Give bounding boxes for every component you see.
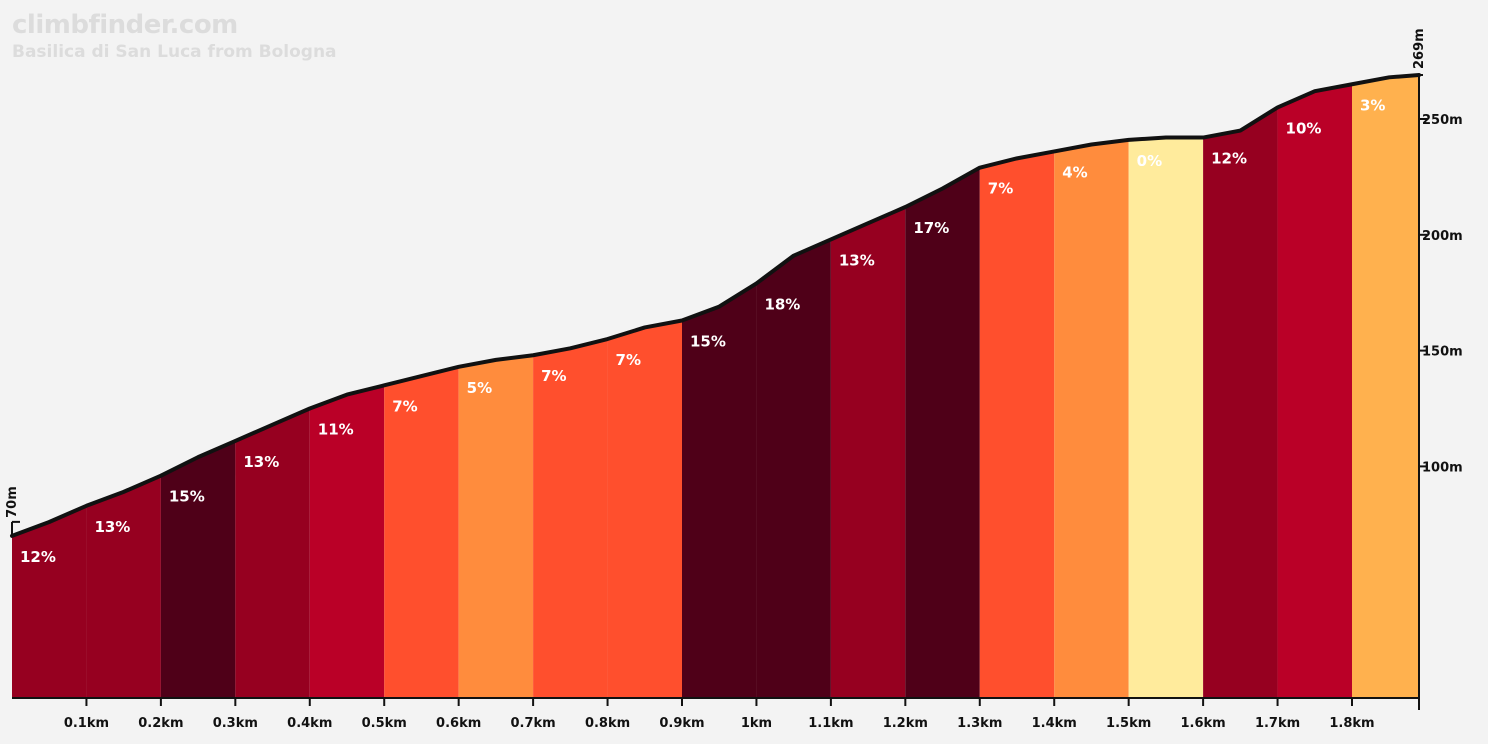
x-tick-label-17: 1.7km <box>1255 716 1300 731</box>
grade-label-4: 13% <box>243 453 279 471</box>
grade-label-2: 13% <box>94 518 130 536</box>
x-tick-label-4: 0.4km <box>287 716 332 731</box>
y-axis: 100m 150m 200m 250m 70m 269m <box>5 28 1463 710</box>
grade-band-11 <box>756 239 831 699</box>
x-tick-label-10: 1km <box>741 716 772 731</box>
grade-band-15 <box>1054 139 1129 698</box>
grade-band-4 <box>235 408 310 698</box>
grade-label-19: 3% <box>1360 96 1385 114</box>
x-axis: 0.1km 0.2km 0.3km 0.4km 0.5km 0.6km 0.7km 0.8km… <box>12 697 1419 731</box>
grade-band-13 <box>905 167 980 698</box>
x-tick-label-5: 0.5km <box>362 716 407 731</box>
start-elevation-label: 70m <box>5 486 20 518</box>
x-tick-label-11: 1.1km <box>808 716 853 731</box>
x-tick-label-8: 0.8km <box>585 716 630 731</box>
grade-label-16: 0% <box>1137 152 1162 170</box>
grade-bands <box>12 75 1419 699</box>
x-tick-label-14: 1.4km <box>1032 716 1077 731</box>
grade-band-8 <box>533 339 608 698</box>
x-tick-label-2: 0.2km <box>138 716 183 731</box>
x-tick-label-12: 1.2km <box>883 716 928 731</box>
x-tick-label-9: 0.9km <box>659 716 704 731</box>
grade-band-19 <box>1352 75 1419 698</box>
brand-watermark: climbfinder.com <box>12 10 238 40</box>
grade-band-16 <box>1128 137 1204 698</box>
grade-band-10 <box>682 283 757 698</box>
profile-line-group <box>10 73 1421 538</box>
grade-label-3: 15% <box>169 488 205 506</box>
grade-label-13: 17% <box>913 219 949 237</box>
grade-labels: 12% 13% 15% 13% 11% 7% 5% 7% 7% 15% 18% 13% 17% 7% 4% 0… <box>20 96 1385 566</box>
grade-band-17 <box>1203 107 1278 699</box>
x-tick-label-3: 0.3km <box>213 716 258 731</box>
x-tick-label-18: 1.8km <box>1329 716 1374 731</box>
grade-label-11: 18% <box>764 295 800 313</box>
grade-label-8: 7% <box>541 367 566 385</box>
x-tick-label-7: 0.7km <box>510 716 555 731</box>
grade-band-7 <box>458 355 534 698</box>
grade-label-14: 7% <box>988 180 1013 198</box>
x-tick-label-16: 1.6km <box>1180 716 1225 731</box>
grade-band-14 <box>979 151 1055 699</box>
x-tick-label-6: 0.6km <box>436 716 481 731</box>
grade-label-1: 12% <box>20 548 56 566</box>
y-tick-label-4: 250m <box>1422 113 1463 128</box>
grade-label-7: 5% <box>467 379 492 397</box>
grade-band-5 <box>309 385 385 698</box>
profile-line <box>10 73 1421 538</box>
grade-label-17: 12% <box>1211 150 1247 168</box>
grade-band-6 <box>384 366 459 698</box>
grade-band-9 <box>607 320 682 698</box>
grade-label-12: 13% <box>839 251 875 269</box>
x-tick-label-1: 0.1km <box>64 716 109 731</box>
y-tick-label-2: 150m <box>1422 345 1463 360</box>
grade-label-15: 4% <box>1062 163 1087 181</box>
grade-band-12 <box>830 207 906 698</box>
y-tick-label-3: 200m <box>1422 229 1463 244</box>
end-elevation-label: 269m <box>1412 28 1427 69</box>
y-tick-label-1: 100m <box>1422 460 1463 475</box>
grade-band-1 <box>12 505 87 698</box>
grade-label-6: 7% <box>392 397 417 415</box>
x-tick-label-13: 1.3km <box>957 716 1002 731</box>
chart-title: Basilica di San Luca from Bologna <box>12 42 337 62</box>
grade-label-10: 15% <box>690 332 726 350</box>
grade-band-18 <box>1277 84 1352 699</box>
grade-label-5: 11% <box>318 421 354 439</box>
grade-band-3 <box>160 440 236 698</box>
x-tick-label-15: 1.5km <box>1106 716 1151 731</box>
grade-band-2 <box>86 475 161 698</box>
grade-label-18: 10% <box>1286 119 1322 137</box>
grade-label-9: 7% <box>616 351 641 369</box>
